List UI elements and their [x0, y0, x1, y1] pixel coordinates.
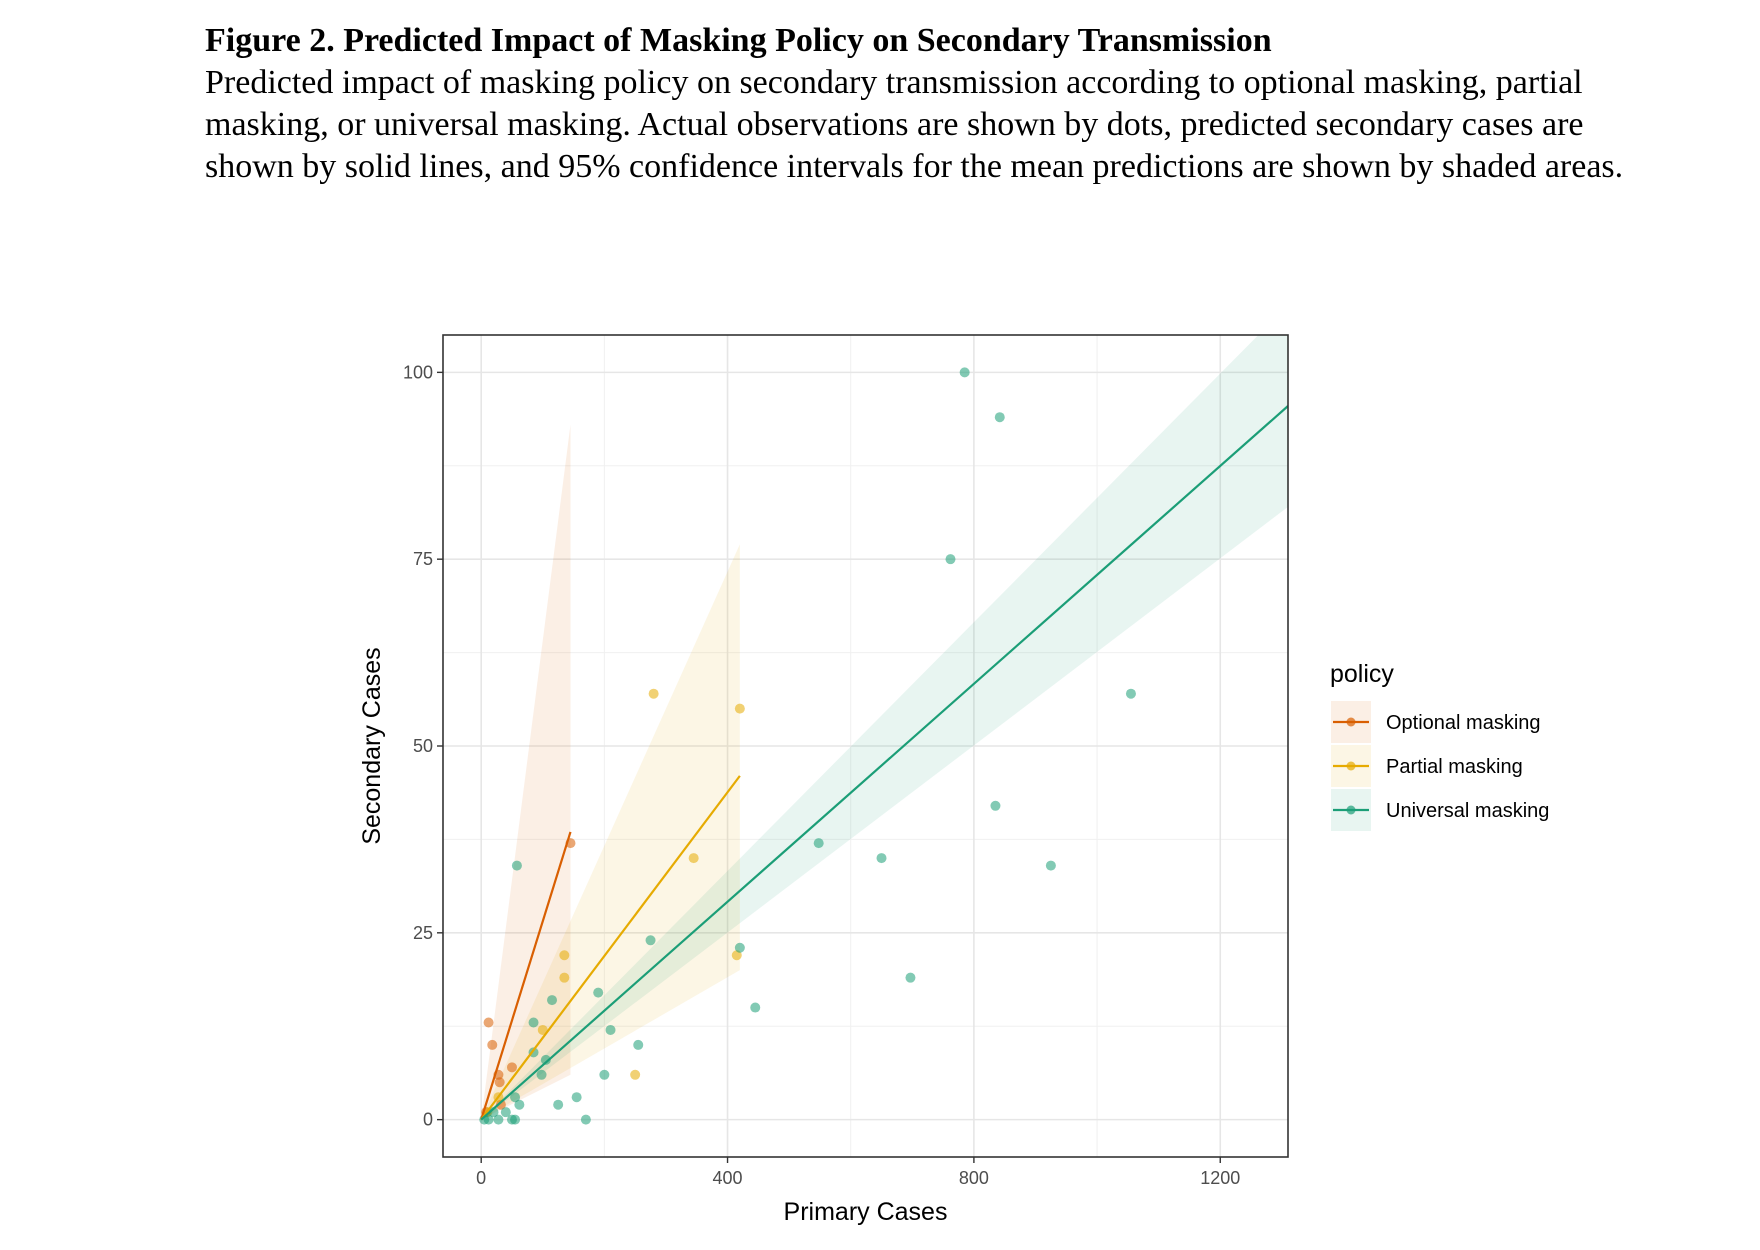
data-point — [1125, 688, 1136, 699]
data-point — [945, 554, 956, 565]
legend-label: Optional masking — [1386, 712, 1541, 734]
data-point — [553, 1099, 564, 1110]
data-point — [514, 1099, 525, 1110]
data-point — [511, 860, 522, 871]
data-point — [559, 950, 570, 961]
data-point — [500, 1107, 511, 1118]
legend: policy Optional masking Partial masking Un… — [1330, 660, 1549, 831]
confidence-bands — [481, 335, 1288, 1120]
x-tick-label: 800 — [959, 1168, 989, 1188]
data-point — [876, 853, 887, 864]
data-point — [645, 935, 656, 946]
data-point — [750, 1002, 761, 1013]
fit-line — [480, 405, 1288, 1121]
data-point — [571, 1092, 582, 1103]
y-tick-label: 25 — [413, 923, 433, 943]
figure-description: Predicted impact of masking policy on se… — [205, 64, 1624, 185]
data-point — [593, 987, 604, 998]
legend-key-point — [1346, 805, 1356, 815]
axis-ticks: 0 400 800 1200 0 25 50 75 100 — [403, 362, 1240, 1188]
data-point — [540, 1054, 551, 1065]
y-tick-label: 0 — [423, 1110, 433, 1130]
figure-caption: Figure 2. Predicted Impact of Masking Po… — [205, 20, 1665, 188]
data-point — [734, 703, 745, 714]
data-point — [537, 1024, 548, 1035]
data-point — [731, 950, 742, 961]
data-points — [479, 367, 1136, 1125]
data-point — [487, 1039, 498, 1050]
data-point — [1045, 860, 1056, 871]
fit-line — [480, 831, 572, 1120]
data-point — [528, 1017, 539, 1028]
legend-key-point — [1346, 761, 1356, 771]
confidence-band — [481, 544, 740, 1120]
data-point — [580, 1114, 591, 1125]
figure-title: Figure 2. Predicted Impact of Masking Po… — [205, 22, 1272, 59]
data-point — [547, 995, 558, 1006]
y-axis-title: Secondary Cases — [358, 647, 386, 844]
data-point — [559, 972, 570, 983]
data-point — [599, 1069, 610, 1080]
data-point — [510, 1114, 521, 1125]
data-point — [493, 1114, 504, 1125]
legend-label: Universal masking — [1386, 800, 1549, 822]
x-axis-title: Primary Cases — [784, 1198, 948, 1226]
data-point — [494, 1077, 505, 1088]
legend-label: Partial masking — [1386, 756, 1523, 778]
fit-line — [480, 775, 741, 1121]
data-point — [688, 853, 699, 864]
data-point — [506, 1062, 517, 1073]
x-tick-label: 400 — [713, 1168, 743, 1188]
fit-lines — [480, 405, 1288, 1121]
data-point — [994, 412, 1005, 423]
x-tick-label: 1200 — [1200, 1168, 1240, 1188]
data-point — [483, 1114, 494, 1125]
confidence-band — [481, 424, 571, 1120]
data-point — [510, 1092, 521, 1103]
data-point — [483, 1017, 494, 1028]
y-tick-label: 75 — [413, 549, 433, 569]
legend-key-point — [1346, 717, 1356, 727]
data-point — [633, 1039, 644, 1050]
data-point — [536, 1069, 547, 1080]
data-point — [605, 1024, 616, 1035]
y-tick-label: 50 — [413, 736, 433, 756]
x-tick-label: 0 — [476, 1168, 486, 1188]
data-point — [734, 942, 745, 953]
y-tick-label: 100 — [403, 362, 433, 382]
data-point — [959, 367, 970, 378]
confidence-band — [481, 335, 1288, 1120]
data-point — [630, 1069, 641, 1080]
data-point — [648, 688, 659, 699]
legend-title: policy — [1330, 660, 1394, 688]
data-point — [990, 800, 1001, 811]
data-point — [905, 972, 916, 983]
data-point — [813, 838, 824, 849]
